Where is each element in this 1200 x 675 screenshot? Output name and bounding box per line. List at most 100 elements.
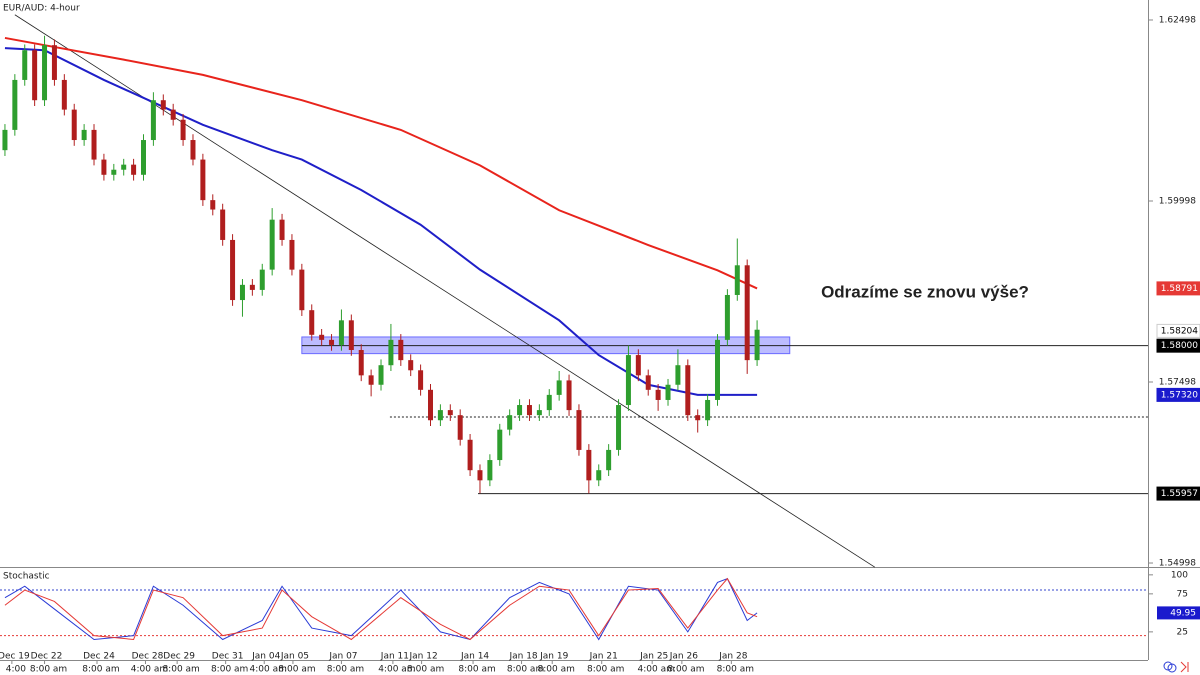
icon bbox=[1167, 663, 1177, 673]
candle-body bbox=[606, 449, 612, 471]
indicator-title: Stochastic bbox=[3, 572, 50, 582]
candle-body bbox=[536, 410, 542, 416]
candle-body bbox=[734, 265, 740, 295]
candle-body bbox=[497, 429, 503, 461]
candle-body bbox=[42, 45, 48, 101]
candle-body bbox=[418, 370, 424, 390]
candle-body bbox=[625, 355, 631, 406]
x-tick-label: Dec 24 bbox=[83, 652, 115, 662]
x-tick-time: 8:00 am bbox=[458, 665, 495, 675]
candle-body bbox=[517, 405, 523, 416]
candle-body bbox=[408, 360, 414, 371]
candle-body bbox=[279, 219, 285, 240]
x-tick-time: 8:00 am bbox=[667, 665, 704, 675]
candle-body bbox=[358, 350, 364, 376]
moving-average bbox=[4, 47, 758, 396]
x-tick-time: 4:00 am bbox=[250, 665, 287, 675]
candle-body bbox=[556, 380, 562, 395]
candle-body bbox=[12, 79, 18, 130]
candle-body bbox=[121, 164, 127, 170]
candle-body bbox=[329, 339, 335, 345]
candle-body bbox=[239, 284, 245, 301]
candle-body bbox=[81, 129, 87, 141]
x-tick-time: 8:00 am bbox=[30, 665, 67, 675]
candle-body bbox=[546, 394, 552, 411]
indicator-tag bbox=[1157, 606, 1200, 620]
candle-body bbox=[131, 164, 137, 175]
y-tick-label: 25 bbox=[1177, 627, 1188, 637]
x-tick-time: 8:00 am bbox=[407, 665, 444, 675]
x-tick-time: 8:00 am bbox=[507, 665, 544, 675]
icon bbox=[1180, 661, 1189, 673]
candle-body bbox=[675, 365, 681, 385]
x-tick-label: Dec 19 bbox=[0, 652, 30, 662]
candle-body bbox=[616, 405, 622, 450]
candle-body bbox=[428, 389, 433, 421]
x-tick-label: Jan 19 bbox=[539, 652, 568, 662]
candle-body bbox=[744, 265, 750, 361]
x-tick-time: 8:00 am bbox=[278, 665, 315, 675]
x-tick-label: Dec 22 bbox=[31, 652, 63, 662]
candle-body bbox=[695, 415, 701, 421]
x-tick-label: Jan 07 bbox=[328, 652, 357, 662]
y-tick-label: 1.54998 bbox=[1159, 559, 1196, 569]
x-tick-label: Jan 25 bbox=[639, 652, 668, 662]
candle-body bbox=[724, 294, 730, 340]
x-tick-time: 8:00 am bbox=[327, 665, 364, 675]
candle-body bbox=[101, 159, 107, 175]
candle-body bbox=[685, 365, 691, 416]
candle-body bbox=[487, 460, 493, 481]
candle-body bbox=[586, 449, 592, 481]
candle-body bbox=[566, 380, 572, 411]
candle-body bbox=[477, 470, 483, 481]
candle-body bbox=[220, 209, 226, 240]
trendline bbox=[14, 14, 876, 568]
price-tag bbox=[1156, 281, 1200, 296]
price-tag bbox=[1156, 486, 1200, 501]
candle-body bbox=[665, 384, 671, 400]
x-tick-time: 4:00 am bbox=[131, 665, 168, 675]
x-tick-label: Jan 11 bbox=[380, 652, 409, 662]
x-tick-label: Jan 26 bbox=[669, 652, 698, 662]
x-tick-label: Jan 21 bbox=[589, 652, 618, 662]
candle-body bbox=[299, 269, 305, 311]
moving-average bbox=[4, 36, 758, 290]
candle-body bbox=[309, 310, 315, 335]
candle-body bbox=[398, 339, 404, 361]
candle-body bbox=[51, 45, 57, 80]
stochastic-line bbox=[4, 577, 758, 641]
candle-body bbox=[596, 470, 602, 481]
y-tick-label: 1.59998 bbox=[1159, 196, 1196, 206]
price-tag-label: 1.57320 bbox=[1161, 390, 1198, 400]
candle-body bbox=[705, 399, 711, 421]
candle-body bbox=[22, 50, 28, 80]
candle-body bbox=[150, 100, 156, 141]
y-tick-label: 1.57498 bbox=[1159, 378, 1196, 388]
candle-body bbox=[576, 410, 582, 450]
candle-body bbox=[447, 410, 453, 416]
candle-body bbox=[180, 119, 186, 141]
corner-icons bbox=[1163, 661, 1189, 673]
price-tag-label: 1.55957 bbox=[1161, 489, 1198, 499]
x-tick-time: 8:00 am bbox=[211, 665, 248, 675]
candle-body bbox=[289, 239, 295, 270]
candle-body bbox=[200, 159, 206, 201]
y-tick-label: 100 bbox=[1171, 570, 1188, 580]
candle-body bbox=[368, 375, 374, 385]
candle-body bbox=[338, 320, 344, 345]
candle-body bbox=[141, 140, 146, 175]
candle-body bbox=[170, 109, 176, 120]
x-tick-label: Jan 18 bbox=[508, 652, 537, 662]
x-tick-label: Dec 28 bbox=[132, 652, 164, 662]
x-tick-label: Jan 05 bbox=[280, 652, 309, 662]
x-tick-label: Dec 31 bbox=[212, 652, 244, 662]
candle-body bbox=[259, 269, 265, 290]
candle-body bbox=[348, 320, 354, 351]
candle-body bbox=[467, 439, 473, 471]
x-tick-label: Jan 14 bbox=[460, 652, 489, 662]
candle-body bbox=[319, 334, 325, 340]
candle-body bbox=[190, 140, 196, 160]
candle-body bbox=[754, 329, 760, 361]
candle-body bbox=[645, 375, 651, 390]
